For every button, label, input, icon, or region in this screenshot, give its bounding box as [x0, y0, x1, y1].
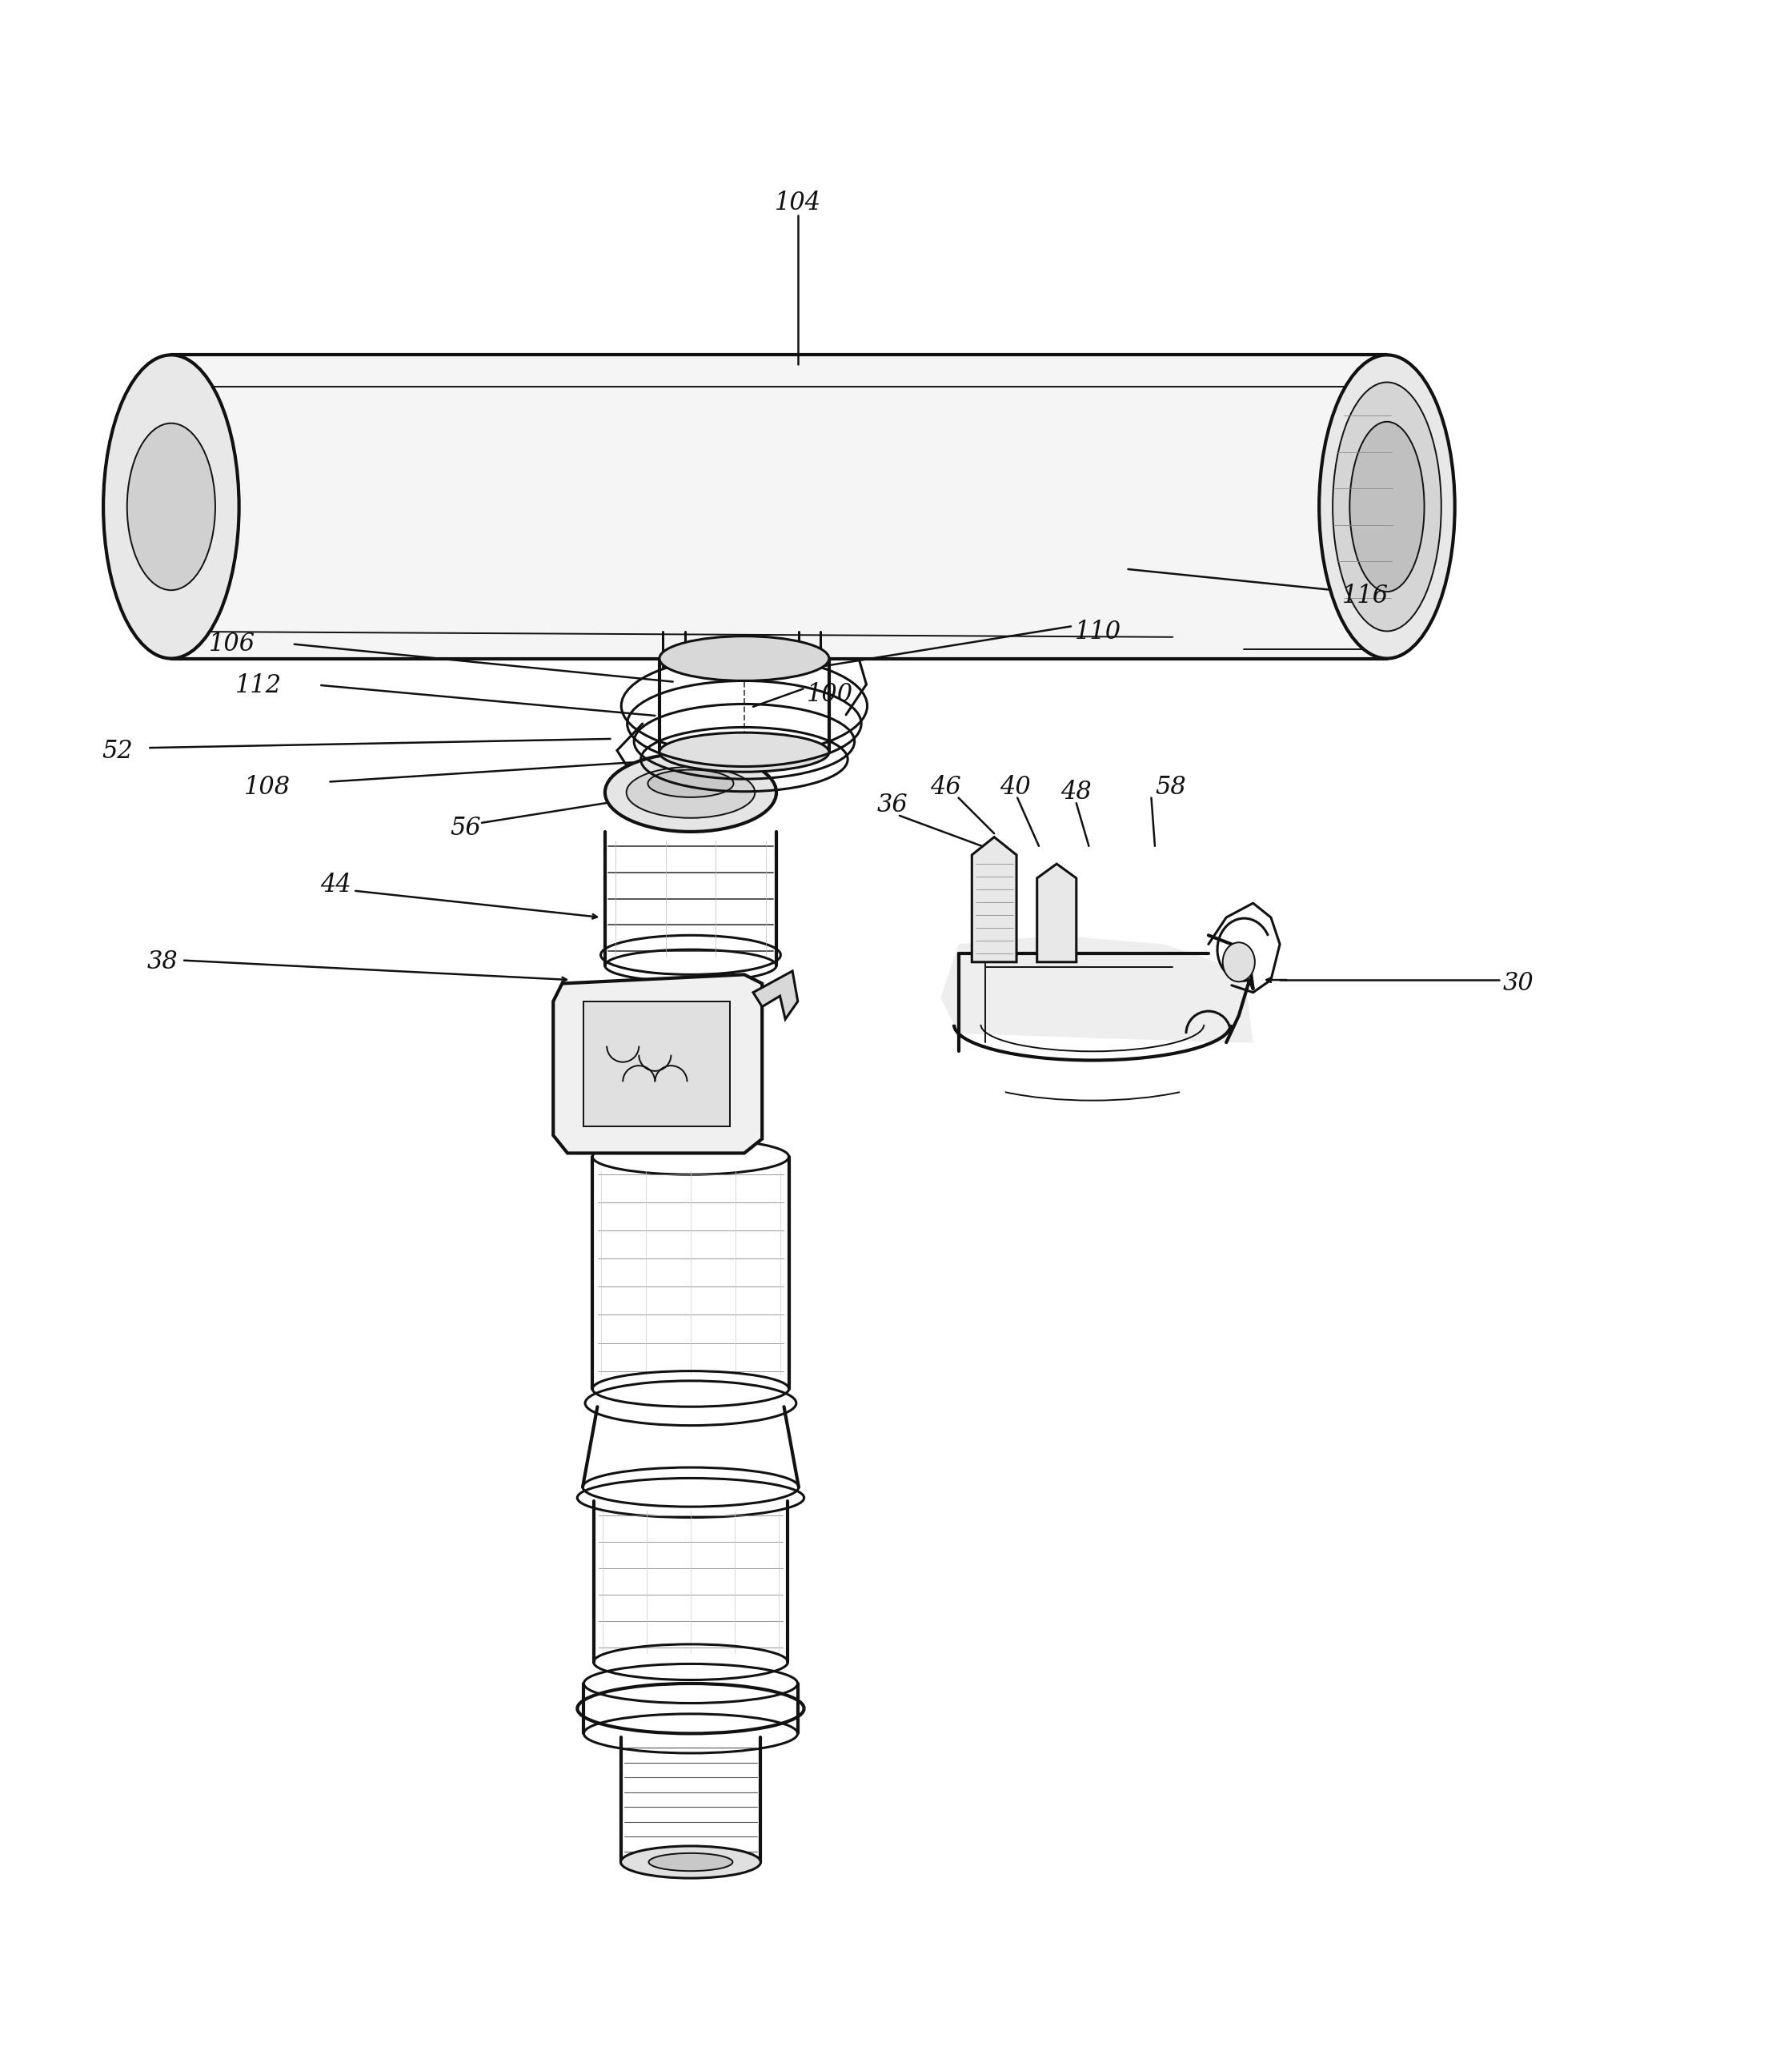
Text: 108: 108	[244, 775, 290, 800]
Text: 104: 104	[774, 190, 821, 215]
Ellipse shape	[627, 767, 754, 819]
Text: 58: 58	[1154, 775, 1186, 800]
Ellipse shape	[620, 1846, 760, 1879]
Ellipse shape	[1349, 422, 1425, 591]
Text: 48: 48	[1061, 779, 1091, 804]
Text: 52: 52	[102, 738, 133, 765]
Text: 44: 44	[321, 872, 351, 897]
Polygon shape	[554, 974, 762, 1153]
Text: 100: 100	[806, 682, 853, 707]
Polygon shape	[753, 971, 797, 1019]
Ellipse shape	[649, 769, 733, 798]
Ellipse shape	[659, 637, 830, 680]
Polygon shape	[941, 934, 1253, 1042]
Ellipse shape	[127, 424, 215, 591]
Text: 106: 106	[208, 633, 254, 657]
Polygon shape	[1038, 864, 1077, 961]
Text: 38: 38	[147, 949, 177, 974]
Ellipse shape	[1222, 943, 1254, 982]
Text: 46: 46	[930, 775, 962, 800]
Ellipse shape	[1333, 382, 1441, 630]
Text: 56: 56	[450, 816, 480, 841]
Ellipse shape	[1319, 356, 1455, 659]
Polygon shape	[971, 837, 1016, 961]
Ellipse shape	[649, 1854, 733, 1871]
Ellipse shape	[104, 356, 238, 659]
Text: 112: 112	[235, 674, 281, 699]
Text: 116: 116	[1342, 583, 1389, 608]
Text: 30: 30	[1503, 971, 1534, 996]
Polygon shape	[174, 356, 1387, 659]
Ellipse shape	[606, 752, 776, 831]
Text: 36: 36	[876, 792, 909, 816]
Text: 110: 110	[1075, 620, 1122, 645]
Polygon shape	[584, 1000, 729, 1127]
Text: 40: 40	[1000, 775, 1030, 800]
Ellipse shape	[659, 732, 830, 771]
